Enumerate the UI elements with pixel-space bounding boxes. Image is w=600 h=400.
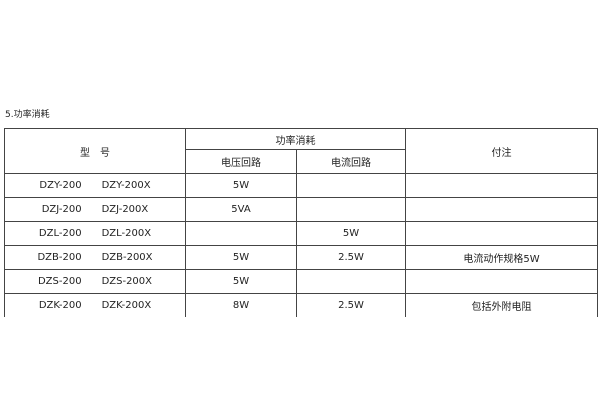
header-note: 付注 bbox=[405, 128, 598, 174]
model-a: DZJ-200 bbox=[41, 204, 82, 215]
cell-note: 电流动作规格5W bbox=[405, 245, 598, 270]
table-row: DZK-200 DZK-200X 8W 2.5W 包括外附电阻 bbox=[4, 293, 598, 317]
cell-voltage bbox=[185, 221, 297, 246]
table-row: DZJ-200 DZJ-200X 5VA bbox=[4, 197, 598, 222]
header-voltage: 电压回路 bbox=[185, 149, 297, 174]
model-a: DZL-200 bbox=[38, 228, 82, 239]
model-b: DZB-200X bbox=[101, 252, 153, 263]
model-a: DZK-200 bbox=[38, 300, 82, 311]
cell-model: DZY-200 DZY-200X bbox=[4, 173, 186, 198]
model-a: DZB-200 bbox=[37, 252, 82, 263]
model-a: DZY-200 bbox=[39, 180, 82, 191]
cell-model: DZL-200 DZL-200X bbox=[4, 221, 186, 246]
cell-model: DZJ-200 DZJ-200X bbox=[4, 197, 186, 222]
cell-voltage: 8W bbox=[185, 293, 297, 317]
header-current: 电流回路 bbox=[296, 149, 406, 174]
cell-model: DZK-200 DZK-200X bbox=[4, 293, 186, 317]
model-b: DZS-200X bbox=[101, 276, 153, 287]
header-model: 型 号 bbox=[4, 128, 186, 174]
model-a: DZS-200 bbox=[37, 276, 82, 287]
cell-current bbox=[296, 173, 406, 198]
cell-note: 包括外附电阻 bbox=[405, 293, 598, 317]
cell-model: DZS-200 DZS-200X bbox=[4, 269, 186, 294]
cell-current: 2.5W bbox=[296, 245, 406, 270]
section-title: 5.功率消耗 bbox=[5, 110, 50, 120]
cell-voltage: 5W bbox=[185, 245, 297, 270]
table-row: DZB-200 DZB-200X 5W 2.5W 电流动作规格5W bbox=[4, 245, 598, 270]
cell-note bbox=[405, 221, 598, 246]
power-consumption-table: 型 号 功率消耗 付注 电压回路 电流回路 DZY-200 DZY-200X 5W… bbox=[4, 128, 598, 317]
model-b: DZJ-200X bbox=[101, 204, 149, 215]
model-b: DZL-200X bbox=[101, 228, 152, 239]
table-row: DZS-200 DZS-200X 5W bbox=[4, 269, 598, 294]
cell-note bbox=[405, 269, 598, 294]
cell-note bbox=[405, 197, 598, 222]
subheader-row: 电压回路 电流回路 bbox=[5, 149, 598, 174]
cell-voltage: 5VA bbox=[185, 197, 297, 222]
cell-voltage: 5W bbox=[185, 173, 297, 198]
model-b: DZK-200X bbox=[101, 300, 152, 311]
cell-current bbox=[296, 269, 406, 294]
cell-model: DZB-200 DZB-200X bbox=[4, 245, 186, 270]
header-row: 型 号 功率消耗 付注 bbox=[4, 128, 598, 174]
table-row: DZY-200 DZY-200X 5W bbox=[4, 173, 598, 198]
cell-note bbox=[405, 173, 598, 198]
header-power: 功率消耗 bbox=[185, 128, 406, 150]
cell-voltage: 5W bbox=[185, 269, 297, 294]
cell-current bbox=[296, 197, 406, 222]
table-row: DZL-200 DZL-200X 5W bbox=[4, 221, 598, 246]
cell-current: 5W bbox=[296, 221, 406, 246]
model-b: DZY-200X bbox=[101, 180, 151, 191]
cell-current: 2.5W bbox=[296, 293, 406, 317]
